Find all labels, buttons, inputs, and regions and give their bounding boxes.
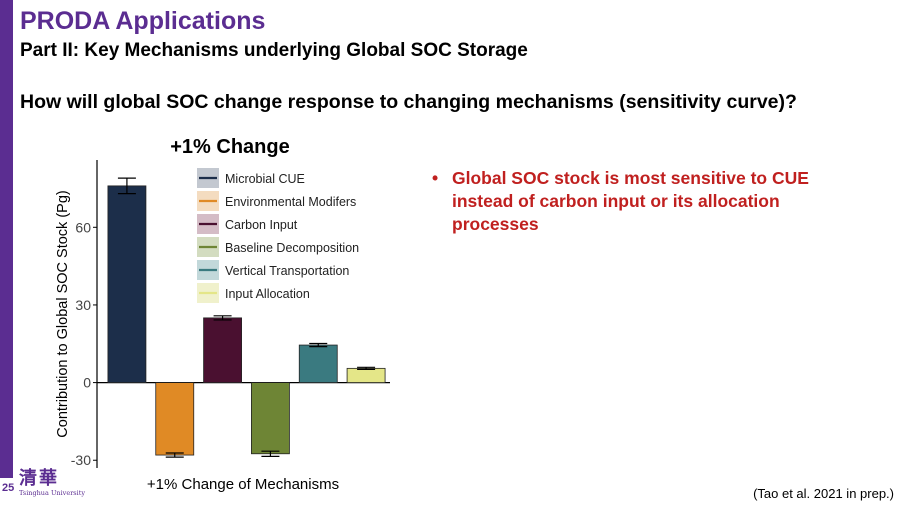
legend-label: Carbon Input xyxy=(225,218,298,232)
y-tick-label: 60 xyxy=(75,219,91,235)
chart-title: +1% Change xyxy=(170,136,289,158)
bar xyxy=(298,344,338,383)
bar xyxy=(107,185,147,383)
y-axis-label: Contribution to Global SOC Stock (Pg) xyxy=(55,190,71,437)
slide-number: 25 xyxy=(2,482,15,494)
citation: (Tao et al. 2021 in prep.) xyxy=(753,486,894,501)
bar xyxy=(346,367,386,383)
legend-label: Environmental Modifers xyxy=(225,195,356,209)
logo-glyph: 清華 xyxy=(19,468,59,489)
bullet-marker: • xyxy=(432,168,439,188)
key-finding-text: Global SOC stock is most sensitive to CU… xyxy=(452,168,809,234)
y-tick-label: -30 xyxy=(71,452,91,468)
tsinghua-logo: 清華 Tsinghua University xyxy=(19,470,89,504)
legend-label: Vertical Transportation xyxy=(225,264,349,278)
bar xyxy=(203,317,242,383)
legend-label: Input Allocation xyxy=(225,287,310,301)
legend-label: Microbial CUE xyxy=(225,172,305,186)
slide-subtitle: Part II: Key Mechanisms underlying Globa… xyxy=(20,40,528,61)
y-tick-label: 0 xyxy=(83,375,91,391)
bar xyxy=(155,382,195,456)
slide-title: PRODA Applications xyxy=(20,7,266,35)
x-axis-label: +1% Change of Mechanisms xyxy=(147,476,339,493)
logo-text: Tsinghua University xyxy=(19,489,86,497)
y-tick-label: 30 xyxy=(75,297,91,313)
bar xyxy=(251,382,290,455)
research-question: How will global SOC change response to c… xyxy=(20,91,797,113)
key-finding-bullet: • Global SOC stock is most sensitive to … xyxy=(432,167,862,236)
legend-label: Baseline Decomposition xyxy=(225,241,359,255)
left-accent-bar xyxy=(0,0,13,478)
